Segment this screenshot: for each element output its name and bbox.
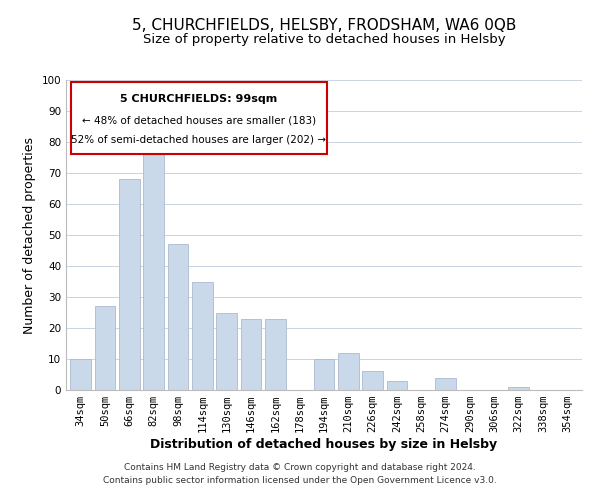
- Bar: [386, 380, 407, 390]
- Bar: [119, 179, 140, 390]
- FancyBboxPatch shape: [71, 82, 326, 154]
- Bar: [508, 387, 529, 390]
- Bar: [95, 306, 115, 390]
- X-axis label: Distribution of detached houses by size in Helsby: Distribution of detached houses by size …: [151, 438, 497, 451]
- Text: Contains public sector information licensed under the Open Government Licence v3: Contains public sector information licen…: [103, 476, 497, 485]
- Bar: [216, 312, 237, 390]
- Y-axis label: Number of detached properties: Number of detached properties: [23, 136, 36, 334]
- Text: ← 48% of detached houses are smaller (183): ← 48% of detached houses are smaller (18…: [82, 115, 316, 125]
- Bar: [314, 359, 334, 390]
- Bar: [265, 318, 286, 390]
- Text: 52% of semi-detached houses are larger (202) →: 52% of semi-detached houses are larger (…: [71, 135, 326, 145]
- Text: Size of property relative to detached houses in Helsby: Size of property relative to detached ho…: [143, 32, 505, 46]
- Bar: [241, 318, 262, 390]
- Bar: [70, 359, 91, 390]
- Text: 5 CHURCHFIELDS: 99sqm: 5 CHURCHFIELDS: 99sqm: [120, 94, 277, 104]
- Bar: [436, 378, 456, 390]
- Bar: [167, 244, 188, 390]
- Bar: [338, 353, 359, 390]
- Text: Contains HM Land Registry data © Crown copyright and database right 2024.: Contains HM Land Registry data © Crown c…: [124, 462, 476, 471]
- Bar: [143, 148, 164, 390]
- Bar: [362, 372, 383, 390]
- Bar: [192, 282, 212, 390]
- Text: 5, CHURCHFIELDS, HELSBY, FRODSHAM, WA6 0QB: 5, CHURCHFIELDS, HELSBY, FRODSHAM, WA6 0…: [132, 18, 516, 32]
